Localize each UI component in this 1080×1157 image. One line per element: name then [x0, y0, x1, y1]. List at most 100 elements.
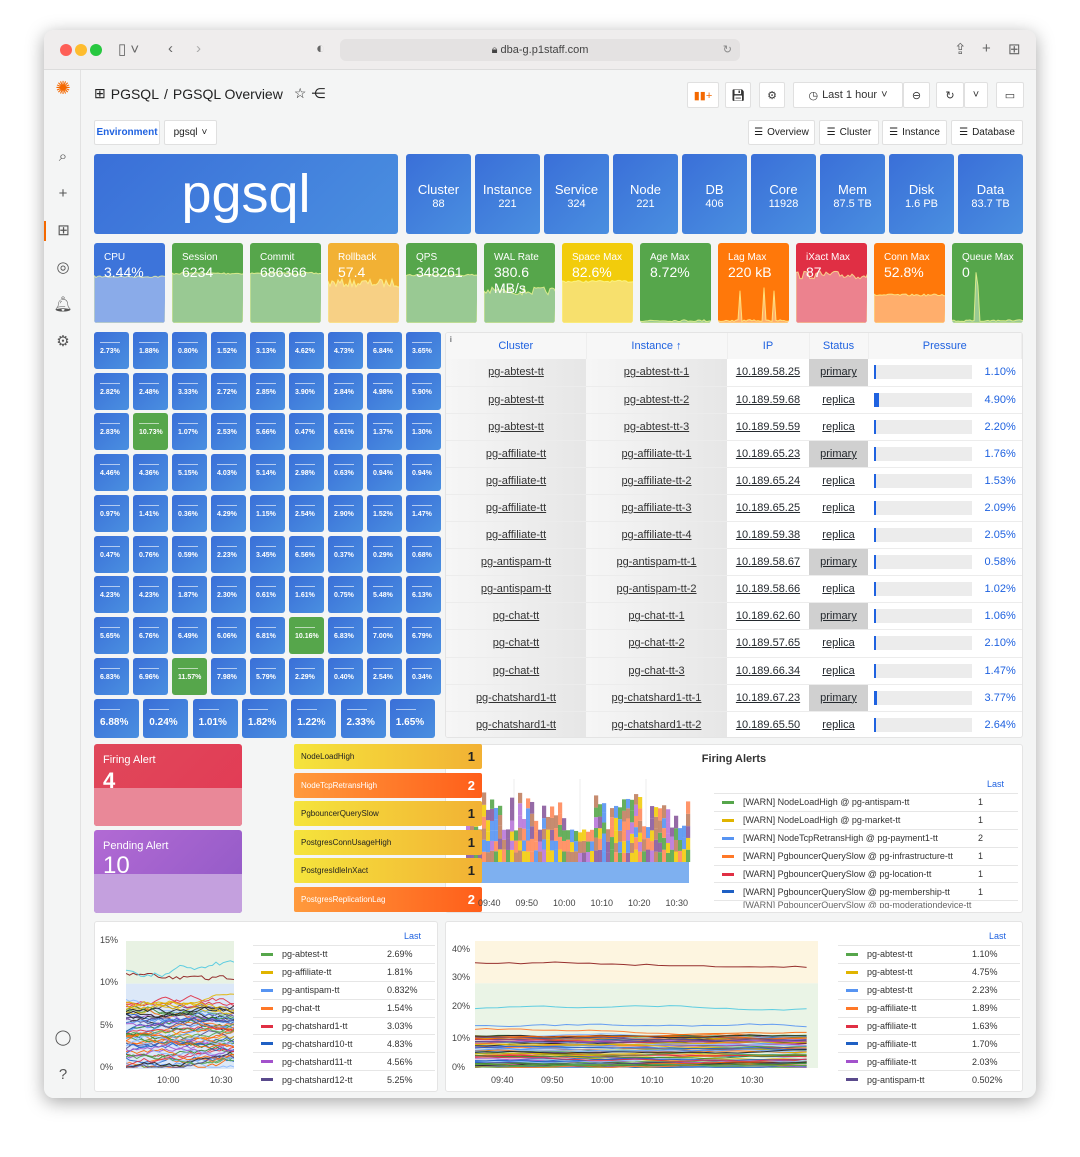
pressure-cell[interactable]: 5.48%	[367, 576, 402, 614]
pressure-cell[interactable]: 2.48%	[133, 372, 168, 410]
status-link[interactable]: primary	[809, 440, 868, 468]
cluster-link[interactable]: pg-affiliate-tt	[446, 494, 586, 523]
pressure-cell[interactable]: 3.65%	[406, 332, 441, 369]
sidebar-toggle-icon[interactable]: ▯ ˅	[118, 41, 140, 58]
pressure-cell[interactable]: 6.96%	[133, 657, 168, 695]
new-tab-icon[interactable]: +	[982, 40, 991, 57]
status-link[interactable]: replica	[809, 413, 868, 441]
ip-link[interactable]: 10.189.59.68	[727, 386, 809, 414]
pressure-cell[interactable]: 6.13%	[406, 576, 441, 614]
cluster-link[interactable]: pg-chatshard1-tt	[446, 711, 586, 737]
pressure-cell[interactable]: 0.75%	[328, 576, 363, 614]
status-link[interactable]: replica	[809, 629, 868, 658]
status-link[interactable]: primary	[809, 602, 868, 631]
pressure-cell[interactable]: 2.85%	[250, 372, 285, 410]
alert-rule-item[interactable]: PostgresIdleInXact 1	[294, 858, 482, 884]
pressure-cell[interactable]: 0.61%	[250, 576, 285, 614]
column-header[interactable]: Pressure	[868, 333, 1022, 359]
instance-link[interactable]: pg-antispam-tt-1	[586, 548, 727, 577]
pressure-cell[interactable]: 4.46%	[94, 454, 129, 492]
explore-compass-icon[interactable]: ◎	[56, 259, 70, 276]
pressure-cell[interactable]: 6.49%	[172, 616, 207, 654]
pressure-cell[interactable]: 10.16%	[289, 616, 324, 654]
legend-row[interactable]: [WARN] NodeTcpRetransHigh @ pg-payment1-…	[714, 828, 1018, 847]
status-link[interactable]: replica	[809, 494, 868, 523]
legend-row[interactable]: pg-abtest-tt 1.10%	[838, 945, 1020, 963]
instance-link[interactable]: pg-chatshard1-tt-2	[586, 711, 727, 737]
breadcrumb-folder[interactable]: PGSQL	[110, 85, 159, 102]
pressure-cell[interactable]: 0.37%	[328, 535, 363, 573]
pressure-cell[interactable]: 2.23%	[211, 535, 246, 573]
pressure-cell[interactable]: 1.61%	[289, 576, 324, 614]
pressure-cell[interactable]: 10.73%	[133, 413, 168, 451]
pressure-cell[interactable]: 2.98%	[289, 454, 324, 492]
help-icon[interactable]: ?	[58, 1066, 68, 1083]
ip-link[interactable]: 10.189.66.34	[727, 657, 809, 685]
legend-header-last[interactable]: Last	[988, 931, 1006, 941]
cluster-link[interactable]: pg-abtest-tt	[446, 386, 586, 414]
ip-link[interactable]: 10.189.58.66	[727, 575, 809, 604]
tab-overview-icon[interactable]: ⊞	[1008, 41, 1021, 58]
cluster-link[interactable]: pg-affiliate-tt	[446, 440, 586, 468]
column-header[interactable]: IP	[727, 333, 810, 359]
forward-icon[interactable]: ›	[196, 40, 201, 57]
ip-link[interactable]: 10.189.59.38	[727, 521, 809, 550]
tv-mode-button[interactable]: ▭	[996, 82, 1024, 108]
pressure-cell[interactable]: 0.80%	[172, 332, 207, 369]
zoom-window-button[interactable]	[90, 44, 102, 56]
pressure-cell[interactable]: 0.97%	[94, 494, 129, 532]
pressure-cell[interactable]: 4.73%	[328, 332, 363, 369]
legend-row[interactable]: pg-affiliate-tt 2.03%	[838, 1052, 1020, 1070]
environment-select[interactable]: pgsql ˅	[164, 120, 217, 145]
pressure-cell[interactable]: 2.54%	[289, 494, 324, 532]
status-link[interactable]: primary	[809, 359, 868, 387]
pressure-cell[interactable]: 0.59%	[172, 535, 207, 573]
column-header[interactable]: Cluster	[446, 333, 587, 359]
status-link[interactable]: primary	[809, 684, 868, 712]
legend-row[interactable]: pg-abtest-tt 2.23%	[838, 980, 1020, 999]
pressure-cell[interactable]: 1.22%	[291, 699, 337, 738]
cluster-link[interactable]: pg-affiliate-tt	[446, 467, 586, 495]
ip-link[interactable]: 10.189.58.25	[727, 359, 809, 387]
pressure-cell[interactable]: 5.65%	[94, 616, 129, 654]
pressure-cell[interactable]: 3.13%	[250, 332, 285, 369]
instance-link[interactable]: pg-abtest-tt-3	[586, 413, 727, 441]
legend-row[interactable]: pg-antispam-tt 0.502%	[838, 1070, 1020, 1088]
pressure-cell[interactable]: 2.90%	[328, 494, 363, 532]
user-avatar-icon[interactable]: ◯	[54, 1029, 72, 1046]
pressure-cell[interactable]: 0.94%	[367, 454, 402, 492]
pressure-cell[interactable]: 6.83%	[328, 616, 363, 654]
cluster-link[interactable]: pg-affiliate-tt	[446, 521, 586, 550]
pressure-cell[interactable]: 1.82%	[241, 699, 287, 738]
save-dashboard-button[interactable]: 💾︎	[725, 82, 751, 108]
legend-row[interactable]: pg-antispam-tt 0.832%	[253, 980, 435, 999]
pressure-cell[interactable]: 4.23%	[133, 576, 168, 614]
minimize-window-button[interactable]	[75, 44, 87, 56]
pressure-cell[interactable]: 1.37%	[367, 413, 402, 451]
dashboard-settings-button[interactable]: ⚙	[759, 82, 785, 108]
pressure-cell[interactable]: 6.79%	[406, 616, 441, 654]
pressure-cell[interactable]: 6.06%	[211, 616, 246, 654]
pressure-cell[interactable]: 7.98%	[211, 657, 246, 695]
cluster-link[interactable]: pg-chat-tt	[446, 657, 586, 685]
address-bar[interactable]: 🔒︎ dba-g.p1staff.com ↻	[340, 39, 740, 61]
pressure-cell[interactable]: 4.29%	[211, 494, 246, 532]
legend-row[interactable]: pg-chatshard11-tt 4.56%	[253, 1052, 435, 1070]
link-database[interactable]: ☰ Database	[951, 120, 1023, 145]
pressure-cell[interactable]: 0.76%	[133, 535, 168, 573]
pressure-cell[interactable]: 1.07%	[172, 413, 207, 451]
pressure-cell[interactable]: 2.73%	[94, 332, 129, 369]
pressure-cell[interactable]: 6.83%	[94, 657, 129, 695]
legend-row[interactable]: [WARN] NodeLoadHigh @ pg-market-tt 1	[714, 810, 1018, 829]
status-link[interactable]: replica	[809, 386, 868, 414]
pressure-cell[interactable]: 5.15%	[172, 454, 207, 492]
status-link[interactable]: replica	[809, 711, 868, 737]
pressure-cell[interactable]: 4.23%	[94, 576, 129, 614]
instance-link[interactable]: pg-chat-tt-2	[586, 629, 727, 658]
pressure-cell[interactable]: 0.94%	[406, 454, 441, 492]
instance-link[interactable]: pg-abtest-tt-1	[586, 359, 727, 387]
ip-link[interactable]: 10.189.65.24	[727, 467, 809, 495]
share-dashboard-icon[interactable]: ⋲	[311, 85, 326, 101]
alert-rule-item[interactable]: PostgresConnUsageHigh 1	[294, 829, 482, 855]
pressure-cell[interactable]: 5.90%	[406, 372, 441, 410]
